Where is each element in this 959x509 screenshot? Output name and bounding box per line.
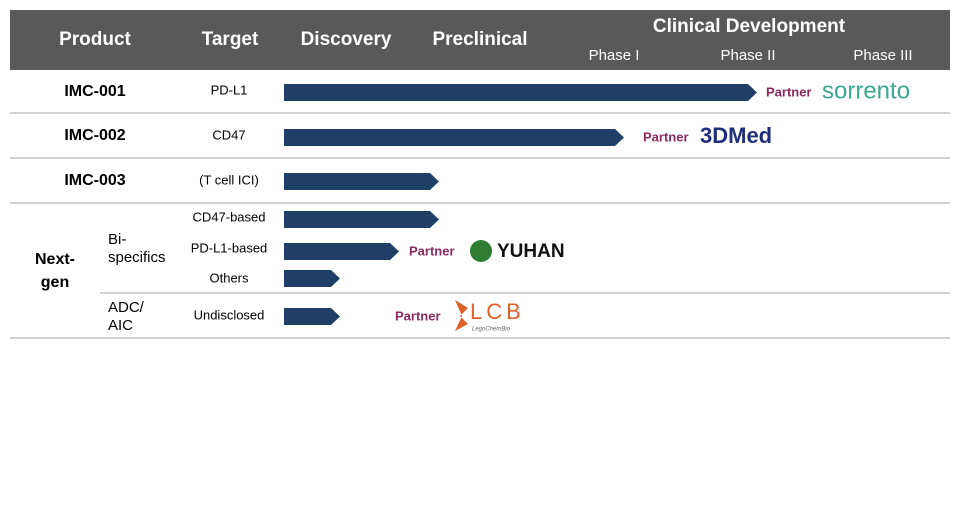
subgroup-label: ADC/ xyxy=(108,299,145,316)
group-label: gen xyxy=(41,274,69,291)
progress-bar xyxy=(284,129,624,146)
header: Discovery xyxy=(301,29,392,50)
product: IMC-002 xyxy=(64,127,125,144)
progress-bar xyxy=(284,84,757,101)
phase: Phase III xyxy=(853,47,912,64)
partner-logo-sub: LegoChemBio xyxy=(472,327,511,333)
subgroup-label: AIC xyxy=(108,317,133,334)
partner-logo: sorrento xyxy=(822,77,910,104)
header: Product xyxy=(59,29,131,50)
logo-icon xyxy=(470,240,492,262)
product: IMC-003 xyxy=(64,172,125,189)
partner: Partner xyxy=(766,84,812,99)
subgroup-label: specifics xyxy=(108,249,166,266)
progress-bar xyxy=(284,173,439,190)
partner-logo: LCB xyxy=(470,299,525,324)
target: CD47 xyxy=(212,127,245,142)
partner: Partner xyxy=(395,308,441,323)
header: Target xyxy=(202,29,259,50)
target: Undisclosed xyxy=(194,307,265,322)
logo-icon xyxy=(455,300,468,331)
header: Clinical Development xyxy=(653,16,846,37)
group-label: Next- xyxy=(35,251,75,268)
phase: Phase II xyxy=(720,47,775,64)
progress-bar xyxy=(284,211,439,228)
partner-logo: YUHAN xyxy=(497,241,565,262)
partner-logo: 3DMed xyxy=(700,123,772,148)
partner: Partner xyxy=(409,243,455,258)
partner: Partner xyxy=(643,129,689,144)
progress-bar xyxy=(284,270,340,287)
target: PD-L1 xyxy=(211,82,248,97)
target: (T cell ICI) xyxy=(199,172,259,187)
subgroup-label: Bi- xyxy=(108,231,126,248)
target: PD-L1-based xyxy=(191,240,268,255)
progress-bar xyxy=(284,308,340,325)
header: Preclinical xyxy=(432,29,527,50)
header-bar xyxy=(10,10,950,70)
phase: Phase I xyxy=(589,47,640,64)
target: Others xyxy=(209,270,249,285)
product: IMC-001 xyxy=(64,83,125,100)
progress-bar xyxy=(284,243,399,260)
target: CD47-based xyxy=(193,209,266,224)
